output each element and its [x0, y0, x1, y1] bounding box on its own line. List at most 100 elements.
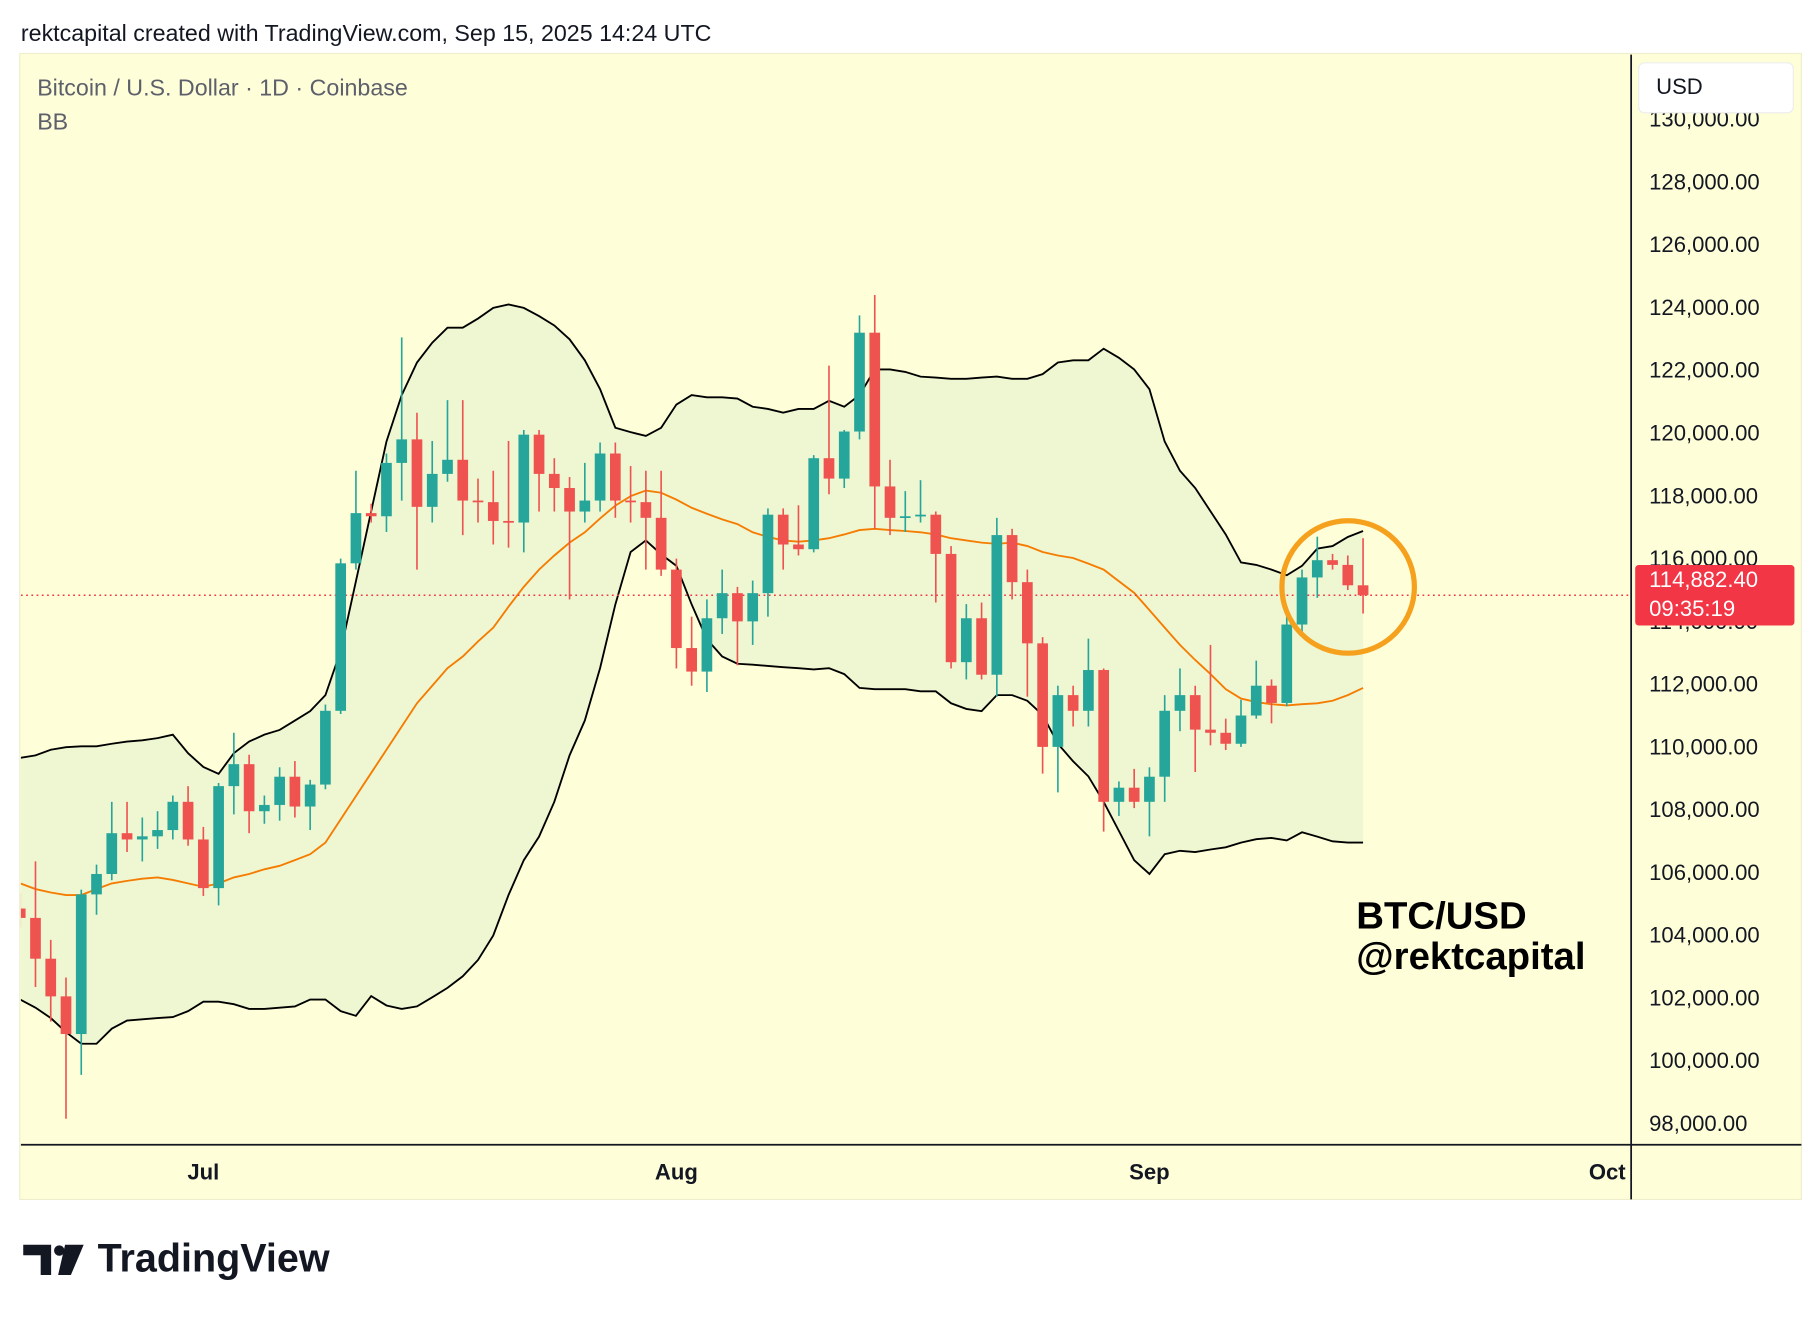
candle-body [304, 784, 316, 807]
logo-shape [54, 1245, 65, 1256]
candle-body [594, 453, 606, 501]
candle-body [30, 917, 41, 959]
y-tick-label: 100,000.00 [1649, 1048, 1760, 1073]
annotation-text: @rektcapital [1356, 935, 1585, 978]
candle-body [533, 434, 545, 474]
currency-label[interactable]: USD [1656, 74, 1703, 99]
candle-body [1006, 535, 1018, 583]
candle-body [1098, 670, 1110, 802]
y-tick-label: 118,000.00 [1649, 483, 1758, 508]
plot-area [20, 295, 1631, 1119]
candle-body [1281, 624, 1293, 703]
time-axis: Jul Aug Sep Oct [187, 1160, 1626, 1185]
candle-body [274, 776, 285, 805]
candle-body [1174, 695, 1186, 711]
y-tick-label: 112,000.00 [1649, 672, 1758, 697]
candle-body [1159, 710, 1171, 777]
x-tick-label: Oct [1589, 1160, 1626, 1185]
candle-body [411, 439, 423, 507]
candle-body [45, 958, 57, 997]
candle-body [289, 776, 301, 807]
candle-body [762, 514, 774, 594]
candle-body [1144, 776, 1155, 802]
brand-logo [23, 1244, 84, 1275]
candle-body [884, 486, 896, 518]
candle-body [228, 764, 240, 787]
candle-body [442, 459, 453, 474]
candle-body [60, 996, 72, 1035]
candle-body [472, 500, 484, 503]
candle-layer [20, 295, 1369, 1119]
band-line [20, 489, 1364, 896]
y-tick-label: 104,000.00 [1649, 923, 1760, 948]
candle-body [838, 431, 850, 479]
candle-body [1083, 670, 1094, 711]
candle-body [381, 462, 392, 517]
logo-shape [23, 1244, 52, 1275]
y-tick-label: 124,000.00 [1649, 295, 1760, 320]
candle-body [579, 500, 591, 512]
candle-body [1327, 560, 1338, 565]
candle-body [121, 833, 133, 840]
candle-body [610, 453, 621, 501]
candle-body [152, 830, 163, 837]
candle-body [426, 473, 438, 507]
band-line [20, 303, 1364, 776]
candle-body [640, 502, 652, 518]
candle-body [823, 458, 835, 479]
candle-body [487, 502, 499, 521]
brand-name: TradingView [98, 1236, 330, 1280]
header-text: rektcapital created with TradingView.com… [21, 20, 712, 46]
candle-body [777, 514, 789, 545]
candle-body [976, 618, 987, 675]
candle-body [1266, 685, 1277, 703]
candle-body [747, 593, 759, 622]
price-axis: 98,000.00 100,000.00 102,000.00 104,000.00 1… [1635, 107, 1795, 1136]
candle-body [20, 908, 26, 918]
currency-button[interactable] [1638, 62, 1794, 114]
candle-body [1220, 732, 1232, 744]
candle-body [808, 458, 820, 550]
candle-body [991, 535, 1003, 675]
chart-title: Bitcoin / U.S. Dollar · 1D · Coinbase [37, 75, 408, 101]
candle-body [625, 500, 636, 503]
candle-body [686, 648, 697, 672]
last-price-label: 114,882.40 [1649, 567, 1758, 592]
indicator-label: BB [37, 108, 68, 134]
highlight-circle [1279, 518, 1418, 656]
x-tick-label: Sep [1129, 1160, 1169, 1185]
candle-body [564, 488, 575, 512]
candle-body [136, 836, 148, 840]
candle-body [1342, 564, 1354, 586]
band-layer [20, 304, 1364, 1044]
candle-body [182, 801, 194, 840]
candle-body [793, 544, 804, 550]
candle-body [548, 473, 560, 489]
candle-body [869, 332, 881, 487]
candle-body [701, 618, 713, 672]
candle-body [655, 517, 667, 570]
candle-body [671, 569, 682, 649]
candle-body [167, 801, 179, 831]
candle-body [197, 839, 209, 889]
candle-body [1128, 787, 1140, 802]
y-tick-label: 98,000.00 [1649, 1111, 1747, 1136]
candle-body [1205, 729, 1216, 733]
candle-body [365, 513, 377, 517]
candle-body [1113, 787, 1125, 802]
y-tick-label: 108,000.00 [1649, 797, 1760, 822]
candle-body [1022, 582, 1033, 644]
candle-body [1189, 695, 1201, 730]
candle-body [106, 833, 118, 874]
candle-body [899, 516, 911, 519]
y-tick-label: 106,000.00 [1649, 860, 1760, 885]
candle-body [945, 553, 957, 663]
band-line [20, 539, 1364, 1045]
line-layer [20, 303, 1631, 1045]
x-tick-label: Jul [187, 1160, 219, 1185]
y-tick-label: 128,000.00 [1649, 169, 1760, 194]
candle-body [213, 786, 224, 889]
candle-body [1037, 643, 1048, 747]
